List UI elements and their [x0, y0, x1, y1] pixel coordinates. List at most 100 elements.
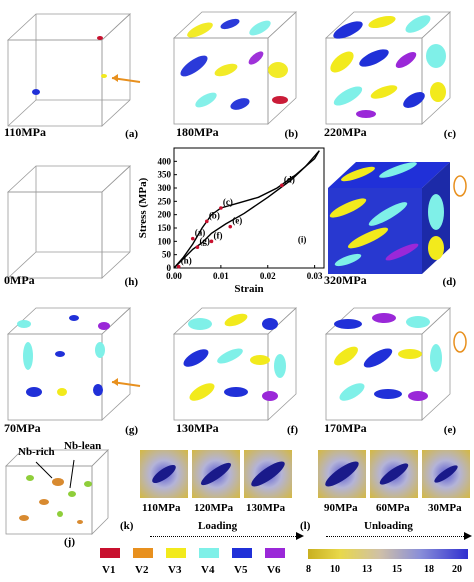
microstructure-cube: [328, 162, 467, 274]
panel-letter: (f): [287, 424, 298, 436]
y-tick-label: 300: [158, 183, 172, 193]
colorbar-tick: 15: [392, 564, 402, 575]
loading-label: Loading: [198, 520, 238, 532]
x-tick-label: 0.01: [213, 271, 229, 281]
panel-c: 220MPa (c): [318, 0, 472, 148]
nb-lean-label: Nb-lean: [64, 440, 102, 452]
point-marker: [176, 264, 181, 269]
thumb-label: 60MPa: [376, 502, 410, 514]
panel-letter: (l): [300, 520, 311, 532]
cube-wireframe: [6, 13, 141, 127]
precipitate-shapes: [325, 461, 458, 487]
legend-label: V3: [168, 564, 182, 576]
y-axis-label: Stress (MPa): [137, 177, 149, 238]
series-line-1: [173, 150, 320, 269]
panel-b: 180MPa (b): [160, 0, 314, 148]
loading-arrow: [150, 536, 298, 537]
legend-label: V2: [135, 564, 149, 576]
arrow-head: [296, 532, 304, 540]
panel-a: 110MPa (a): [0, 0, 154, 148]
panel-letter: (b): [284, 128, 298, 140]
point-label: (b): [209, 210, 220, 220]
y-tick-label: 0: [167, 263, 172, 273]
y-tick-label: 400: [158, 156, 172, 166]
point-marker: [195, 245, 200, 249]
panel-letter: (j): [64, 536, 75, 548]
chart-plot: 0.00 0.01 0.02 0.03 0 50 100 150 200 250 300 350 400…: [137, 147, 325, 295]
panel-g: 70MPa (g): [0, 296, 154, 444]
colorbar-tick: 18: [424, 564, 434, 575]
y-tick-label: 350: [158, 170, 172, 180]
stress-label: 180MPa: [176, 125, 219, 139]
legend-swatch-v1: [100, 548, 120, 558]
point-marker: [209, 239, 214, 244]
panel-letter: (d): [442, 276, 456, 288]
stress-label: 110MPa: [4, 125, 46, 139]
y-tick-label: 200: [158, 210, 172, 220]
colorbar-tick: 20: [452, 564, 462, 575]
y-tick-label: 250: [158, 196, 172, 206]
legend-swatch-v6: [265, 548, 285, 558]
stress-label: 0MPa: [4, 273, 35, 287]
thumb-label: 120MPa: [194, 502, 234, 514]
thumb-label: 30MPa: [428, 502, 462, 514]
unloading-arrow: [326, 536, 466, 537]
microstructure-cube: [172, 11, 298, 125]
panel-d: 320MPa (d): [318, 148, 472, 296]
panel-j: Nb-rich Nb-lean (j): [0, 438, 120, 550]
point-marker: [228, 224, 233, 229]
legend-label: V5: [234, 564, 248, 576]
stress-label: 70MPa: [4, 421, 41, 435]
x-axis-label: Strain: [234, 283, 263, 295]
empty-cube: [6, 165, 132, 279]
arrow-head: [464, 532, 472, 540]
point-label: (h): [181, 256, 192, 266]
microstructure-cube: [172, 307, 298, 421]
legend-label: V6: [267, 564, 281, 576]
point-marker: [280, 183, 284, 188]
x-tick-label: 0.00: [166, 271, 182, 281]
panel-l-unloading: 90MPa 60MPa 30MPa Unloading: [318, 450, 474, 542]
point-marker: [190, 236, 195, 241]
thumb-label: 110MPa: [142, 502, 181, 514]
panel-k-loading: 110MPa 120MPa 130MPa Loading: [140, 450, 310, 542]
x-tick-label: 0.02: [260, 271, 276, 281]
y-tick-label: 50: [162, 250, 172, 260]
thumb-label: 130MPa: [246, 502, 286, 514]
nb-rich-label: Nb-rich: [18, 446, 55, 458]
stress-label: 220MPa: [324, 125, 367, 139]
series-line-0: [173, 150, 320, 269]
panel-letter: (h): [124, 276, 138, 288]
panel-letter: (k): [120, 520, 134, 532]
colorbar-tick: 13: [362, 564, 372, 575]
legend-swatch-v3: [166, 548, 186, 558]
stress-strain-chart: 0.00 0.01 0.02 0.03 0 50 100 150 200 250 300 350 400…: [130, 140, 330, 300]
colorbar-tick: 8: [306, 564, 311, 575]
colorbar-tick: 10: [330, 564, 340, 575]
panel-f: 130MPa (f): [160, 296, 314, 444]
point-label: (d): [284, 174, 295, 184]
point-label: (e): [232, 216, 242, 226]
panel-letter: (e): [443, 424, 456, 436]
microstructure-cube: [6, 307, 141, 421]
panel-letter: (c): [443, 128, 456, 140]
point-label: (a): [195, 228, 206, 238]
panel-h: 0MPa (h): [0, 148, 154, 296]
point-label: (g): [199, 236, 210, 246]
nb-distribution-cube: [5, 449, 109, 535]
point-label: (c): [223, 197, 233, 207]
x-tick-label: 0.03: [307, 271, 323, 281]
panel-letter: (g): [125, 424, 138, 436]
point-label: (i): [298, 234, 307, 244]
stress-label: 130MPa: [176, 421, 219, 435]
microstructure-cube: [324, 11, 452, 125]
legend-label: V4: [201, 564, 215, 576]
point-marker: [219, 206, 223, 210]
y-tick-label: 100: [158, 236, 172, 246]
legend-label: V1: [102, 564, 116, 576]
unloading-label: Unloading: [364, 520, 413, 532]
stress-label: 320MPa: [324, 273, 367, 287]
thumb-label: 90MPa: [324, 502, 358, 514]
stress-label: 170MPa: [324, 421, 367, 435]
legend-swatch-v4: [199, 548, 219, 558]
